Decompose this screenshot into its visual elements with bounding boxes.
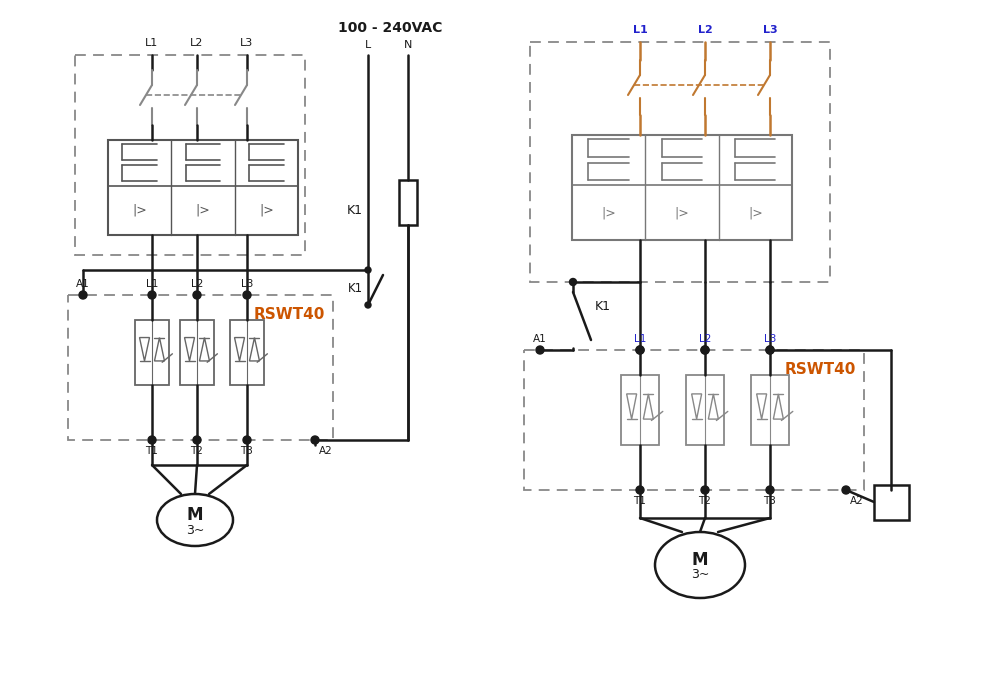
Text: M: M <box>691 551 707 569</box>
Text: A2: A2 <box>850 496 863 506</box>
Circle shape <box>147 436 155 444</box>
Text: L1: L1 <box>632 25 647 35</box>
Text: M: M <box>187 506 203 524</box>
Bar <box>75 55 305 255</box>
Text: T1: T1 <box>145 446 158 456</box>
Circle shape <box>635 346 643 354</box>
Text: L2: L2 <box>191 38 204 48</box>
Circle shape <box>311 436 319 444</box>
Circle shape <box>765 486 773 494</box>
Circle shape <box>635 346 643 354</box>
Circle shape <box>765 346 773 354</box>
Text: |>: |> <box>674 206 689 219</box>
Text: |>: |> <box>132 204 146 217</box>
Circle shape <box>842 486 850 494</box>
Circle shape <box>569 279 576 286</box>
Text: 3~: 3~ <box>186 524 204 536</box>
Circle shape <box>243 436 251 444</box>
Text: 3~: 3~ <box>690 568 708 582</box>
Bar <box>621 375 658 445</box>
Text: RSWT40: RSWT40 <box>254 307 325 322</box>
Circle shape <box>193 436 201 444</box>
Bar <box>134 320 169 385</box>
Bar <box>230 320 264 385</box>
Text: L3: L3 <box>241 279 253 289</box>
Text: 100 - 240VAC: 100 - 240VAC <box>337 21 441 35</box>
Bar <box>398 180 416 225</box>
Circle shape <box>365 302 371 308</box>
Text: L1: L1 <box>633 334 646 344</box>
Text: L2: L2 <box>697 25 712 35</box>
Bar <box>68 295 333 440</box>
Text: L3: L3 <box>763 334 775 344</box>
Text: A2: A2 <box>319 446 332 456</box>
Circle shape <box>79 291 87 299</box>
Ellipse shape <box>654 532 744 598</box>
Text: L2: L2 <box>191 279 203 289</box>
Text: L1: L1 <box>145 279 158 289</box>
Text: T1: T1 <box>633 496 646 506</box>
Bar <box>874 485 908 520</box>
Text: |>: |> <box>196 204 211 217</box>
Text: K1: K1 <box>595 300 611 314</box>
Bar <box>180 320 214 385</box>
Text: L: L <box>364 40 371 50</box>
Bar <box>108 140 298 235</box>
Circle shape <box>243 291 251 299</box>
Text: T2: T2 <box>191 446 204 456</box>
Text: T3: T3 <box>763 496 775 506</box>
Text: L1: L1 <box>145 38 158 48</box>
Text: A1: A1 <box>533 334 547 344</box>
Bar <box>530 42 829 282</box>
Text: L3: L3 <box>240 38 254 48</box>
Circle shape <box>700 346 708 354</box>
Circle shape <box>765 346 773 354</box>
Text: A1: A1 <box>76 279 90 289</box>
Circle shape <box>700 486 708 494</box>
Text: L3: L3 <box>762 25 776 35</box>
Circle shape <box>635 486 643 494</box>
Circle shape <box>147 291 155 299</box>
Text: L2: L2 <box>698 334 710 344</box>
Bar <box>524 350 864 490</box>
Text: T3: T3 <box>241 446 253 456</box>
Text: RSWT40: RSWT40 <box>783 362 856 377</box>
Text: K1: K1 <box>347 281 363 295</box>
Circle shape <box>700 346 708 354</box>
Text: |>: |> <box>259 204 274 217</box>
Text: K1: K1 <box>347 204 363 216</box>
Text: |>: |> <box>601 206 616 219</box>
Bar <box>572 135 791 240</box>
Text: |>: |> <box>747 206 762 219</box>
Bar <box>685 375 723 445</box>
Text: T2: T2 <box>698 496 711 506</box>
Circle shape <box>193 291 201 299</box>
Bar <box>750 375 788 445</box>
Circle shape <box>365 267 371 273</box>
Ellipse shape <box>156 494 233 546</box>
Circle shape <box>536 346 544 354</box>
Text: N: N <box>403 40 412 50</box>
